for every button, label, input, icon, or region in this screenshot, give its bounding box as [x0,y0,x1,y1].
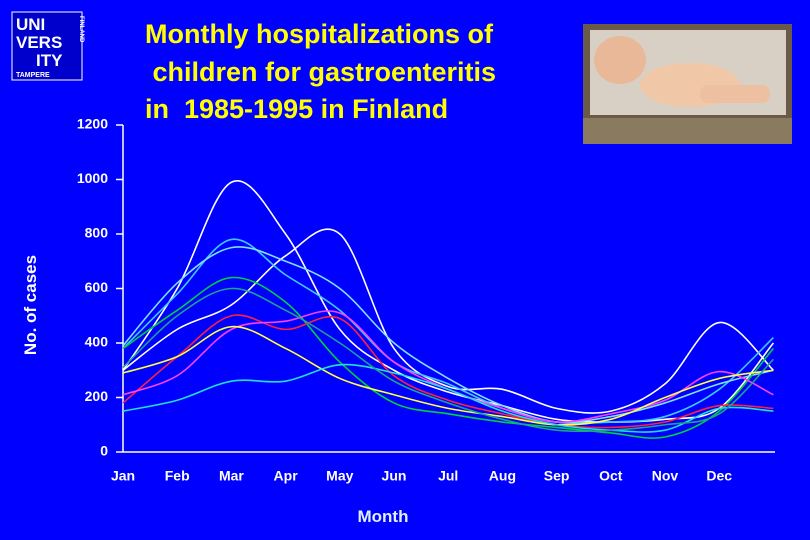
series-line [122,363,774,433]
chart-title: in 1985-1995 in Finland [145,94,448,124]
y-axis-label: No. of cases [21,255,40,355]
y-tick-label: 600 [85,279,109,295]
y-tick-label: 200 [85,388,109,404]
series-line [122,180,775,423]
photo-figure [594,36,646,84]
y-tick-label: 800 [85,225,109,241]
series-line [122,276,775,439]
x-tick-label: Jul [438,468,458,484]
logo-text: VERS [16,33,62,52]
x-tick-label: Sep [544,468,570,484]
x-tick-label: May [326,468,353,484]
y-tick-label: 0 [100,443,108,459]
x-tick-label: Jan [111,468,135,484]
photo [583,24,792,144]
logo-text: TAMPERE [16,72,50,79]
chart-title: Monthly hospitalizations of [145,19,494,49]
logo: UNI VERS ITY TAMPERE FINLAND [11,11,84,81]
y-tick-label: 1200 [77,116,108,132]
series-line [122,246,774,424]
x-tick-label: Mar [219,468,244,484]
y-tick-label: 1000 [77,170,108,186]
series-line [122,228,774,414]
series-line [122,287,774,433]
logo-text: ITY [36,51,63,70]
x-tick-label: Nov [652,468,679,484]
chart-title: children for gastroenteritis [145,57,496,87]
photo-bed [583,118,792,144]
logo-text: UNI [16,15,45,34]
y-tick-label: 400 [85,334,109,350]
x-tick-label: Jun [382,468,407,484]
x-axis-label: Month [358,507,409,526]
x-tick-label: Oct [599,468,623,484]
x-tick-label: Aug [489,468,516,484]
series-line [122,238,774,425]
x-tick-label: Dec [706,468,732,484]
logo-text: FINLAND [78,16,84,43]
series-line [122,314,774,429]
x-tick-label: Apr [274,468,299,484]
series-line [122,325,774,426]
photo-figure [700,85,770,103]
logo-box [11,11,83,81]
x-tick-label: Feb [165,468,190,484]
